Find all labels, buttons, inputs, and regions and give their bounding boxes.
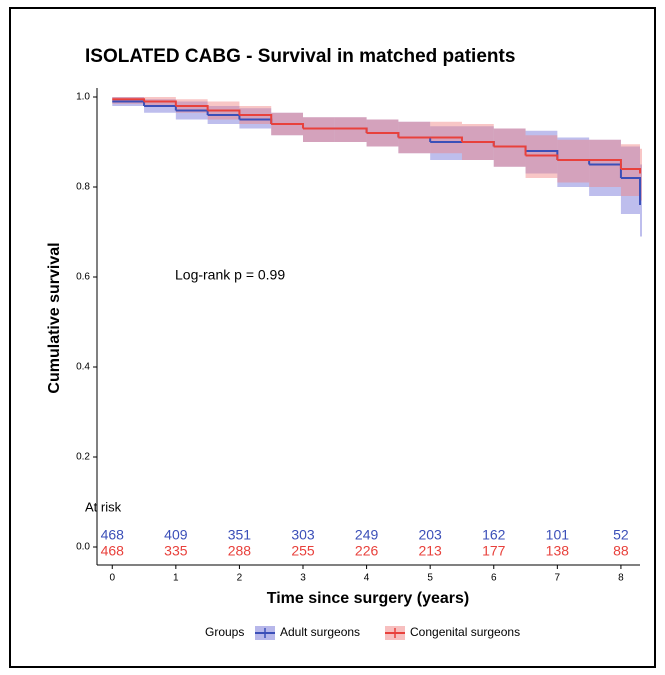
at-risk-count: 203 xyxy=(418,527,442,543)
survival-step xyxy=(271,123,305,129)
at-risk-count: 162 xyxy=(482,527,506,543)
x-tick-label: 5 xyxy=(427,573,433,584)
y-tick-label: 0.8 xyxy=(76,182,90,193)
x-tick-label: 7 xyxy=(555,573,561,584)
at-risk-count: 177 xyxy=(482,543,506,559)
risk-table-title: At risk xyxy=(85,499,122,514)
confidence-band xyxy=(303,117,335,142)
y-tick-label: 0.0 xyxy=(76,542,90,553)
annotation: Log-rank p = 0.99 xyxy=(175,267,285,283)
x-tick-label: 4 xyxy=(364,573,370,584)
x-tick-label: 0 xyxy=(109,573,115,584)
at-risk-count: 101 xyxy=(546,527,570,543)
at-risk-count: 468 xyxy=(101,543,125,559)
confidence-band xyxy=(461,126,494,160)
y-tick-label: 1.0 xyxy=(76,92,90,103)
confidence-band xyxy=(430,126,462,160)
survival-step xyxy=(430,136,463,142)
confidence-band xyxy=(620,146,640,214)
y-tick-label: 0.4 xyxy=(76,362,90,373)
x-axis-label: Time since surgery (years) xyxy=(267,590,469,607)
confidence-band xyxy=(525,135,558,178)
at-risk-count: 52 xyxy=(613,527,629,543)
at-risk-count: 468 xyxy=(101,527,125,543)
survival-step xyxy=(366,132,400,138)
survival-step xyxy=(239,114,273,124)
confidence-band xyxy=(239,108,272,129)
at-risk-count: 255 xyxy=(291,543,315,559)
confidence-band xyxy=(493,128,526,167)
x-tick-label: 8 xyxy=(618,573,624,584)
frame xyxy=(9,7,656,668)
confidence-band xyxy=(303,117,335,142)
x-tick-label: 6 xyxy=(491,573,497,584)
at-risk-count: 226 xyxy=(355,543,379,559)
survival-step xyxy=(589,159,622,169)
survival-step xyxy=(620,177,641,205)
confidence-band xyxy=(640,148,642,201)
survival-step xyxy=(525,154,559,160)
survival-step xyxy=(461,141,495,147)
chart-title: ISOLATED CABG - Survival in matched pati… xyxy=(85,46,515,67)
at-risk-count: 288 xyxy=(228,543,252,559)
at-risk-count: 249 xyxy=(355,527,379,543)
x-tick-label: 2 xyxy=(237,573,243,584)
survival-step xyxy=(144,100,177,106)
at-risk-count: 335 xyxy=(164,543,188,559)
confidence-band xyxy=(334,117,367,142)
confidence-band xyxy=(493,128,526,167)
legend-title: Groups xyxy=(205,625,244,639)
confidence-band xyxy=(557,139,590,183)
survival-step xyxy=(620,168,641,174)
at-risk-count: 351 xyxy=(228,527,252,543)
at-risk-count: 213 xyxy=(418,543,442,559)
y-tick-label: 0.2 xyxy=(76,452,90,463)
confidence-band xyxy=(334,117,367,142)
at-risk-count: 88 xyxy=(613,543,629,559)
survival-step xyxy=(334,127,368,133)
y-axis-label: Cumulative survival xyxy=(46,242,63,393)
confidence-band xyxy=(589,139,621,196)
confidence-band xyxy=(589,139,621,187)
at-risk-count: 409 xyxy=(164,527,188,543)
confidence-band xyxy=(525,130,558,174)
at-risk-count: 138 xyxy=(546,543,570,559)
at-risk-count: 303 xyxy=(291,527,315,543)
survival-step xyxy=(207,109,241,115)
confidence-band xyxy=(557,137,590,187)
x-tick-label: 1 xyxy=(173,573,179,584)
survival-step xyxy=(175,105,209,111)
x-tick-label: 3 xyxy=(300,573,306,584)
legend-label: Congenital surgeons xyxy=(410,625,520,639)
y-tick-label: 0.6 xyxy=(76,272,90,283)
survival-step xyxy=(493,145,527,156)
confidence-band xyxy=(112,97,145,104)
legend-label: Adult surgeons xyxy=(280,625,360,639)
confidence-band xyxy=(620,144,640,196)
